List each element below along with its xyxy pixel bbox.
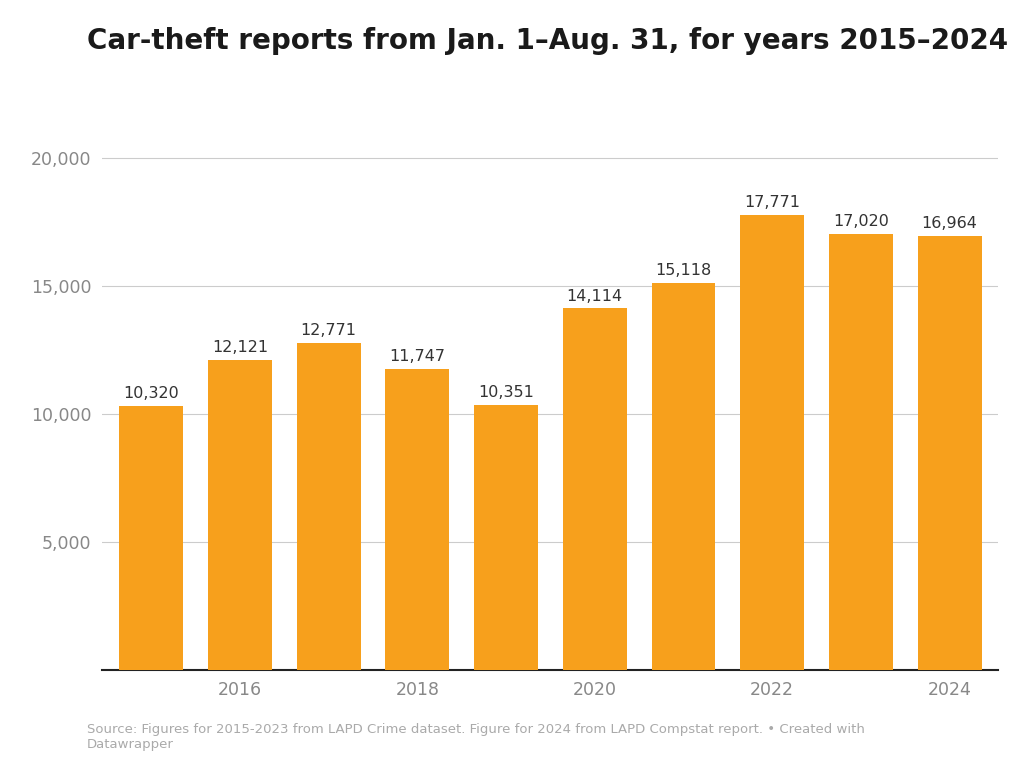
Text: 10,320: 10,320 xyxy=(123,386,179,401)
Text: 14,114: 14,114 xyxy=(566,289,623,304)
Text: 11,747: 11,747 xyxy=(389,350,445,364)
Bar xyxy=(208,360,271,670)
Text: 17,020: 17,020 xyxy=(833,215,889,229)
Text: 16,964: 16,964 xyxy=(922,216,978,231)
Text: 15,118: 15,118 xyxy=(655,263,712,278)
Bar xyxy=(740,215,804,670)
Bar xyxy=(918,236,982,670)
Bar xyxy=(297,343,360,670)
Bar xyxy=(651,283,716,670)
Bar xyxy=(119,406,183,670)
Bar xyxy=(474,405,538,670)
Text: 17,771: 17,771 xyxy=(744,196,800,210)
Text: 12,771: 12,771 xyxy=(301,323,356,338)
Text: 10,351: 10,351 xyxy=(478,385,534,400)
Text: Source: Figures for 2015-2023 from LAPD Crime dataset. Figure for 2024 from LAPD: Source: Figures for 2015-2023 from LAPD … xyxy=(87,723,865,751)
Bar xyxy=(563,309,627,670)
Text: Car-theft reports from Jan. 1–Aug. 31, for years 2015–2024: Car-theft reports from Jan. 1–Aug. 31, f… xyxy=(87,27,1009,55)
Text: 12,121: 12,121 xyxy=(212,340,268,355)
Bar xyxy=(829,234,893,670)
Bar xyxy=(385,369,450,670)
